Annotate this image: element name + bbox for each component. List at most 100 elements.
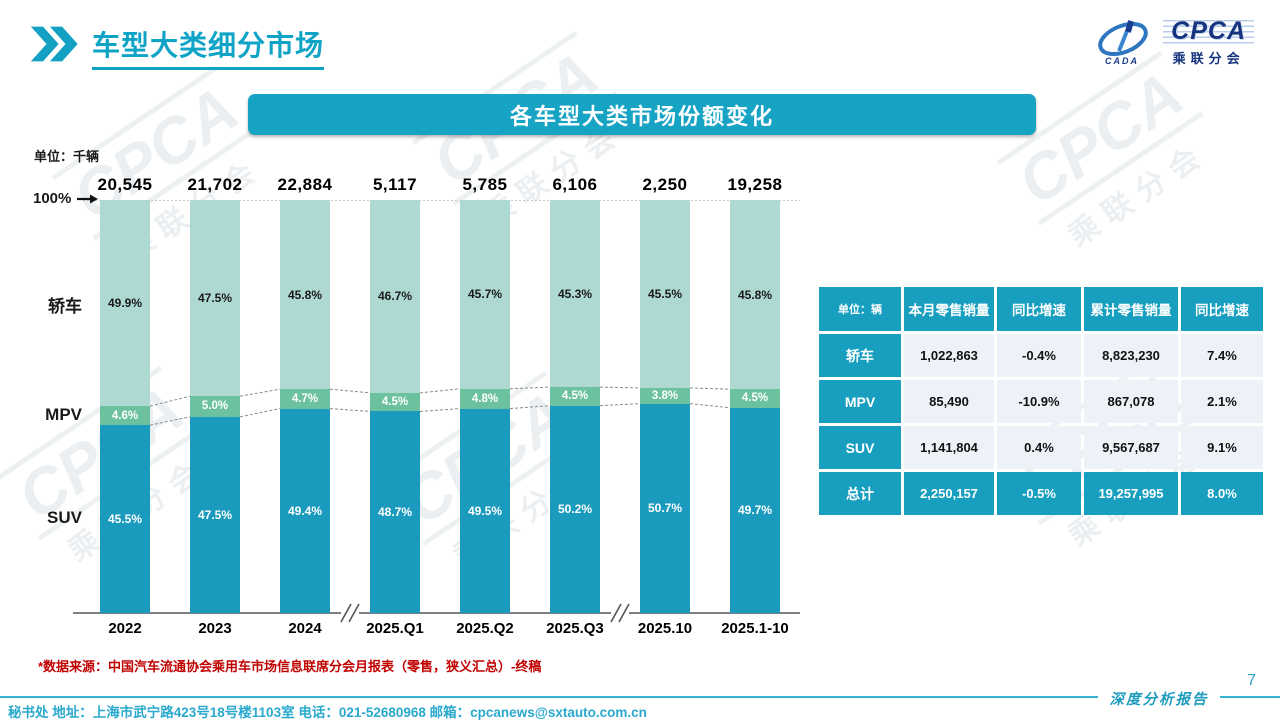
table-column-header: 本月零售销量 bbox=[904, 287, 994, 331]
bar-segment-mpv: 4.6% bbox=[100, 406, 150, 426]
cpca-logo-text: CPCA 乘联分会 bbox=[1163, 16, 1254, 67]
table-cell-value: 9,567,687 bbox=[1084, 426, 1178, 469]
segment-percent-label: 49.5% bbox=[467, 503, 503, 518]
segment-percent-label: 4.6% bbox=[111, 409, 139, 422]
table-cell-value: 1,141,804 bbox=[904, 426, 994, 469]
x-axis-label: 2022 bbox=[108, 620, 142, 637]
segment-percent-label: 4.5% bbox=[741, 392, 769, 405]
bar-segment-suv: 50.7% bbox=[640, 403, 690, 613]
bar-segment-sedan: 45.3% bbox=[550, 200, 600, 388]
table-row: 总计 2,250,157 -0.5% 19,257,995 8.0% bbox=[819, 472, 1263, 515]
segment-percent-label: 45.3% bbox=[557, 286, 593, 301]
segment-percent-label: 45.8% bbox=[737, 287, 773, 302]
bar-segment-sedan: 45.8% bbox=[280, 200, 330, 390]
hundred-percent-label: 100% bbox=[33, 190, 99, 207]
segment-percent-label: 49.9% bbox=[107, 296, 143, 311]
segment-percent-label: 4.7% bbox=[291, 392, 319, 405]
bar-segment-suv: 49.7% bbox=[730, 407, 780, 613]
segment-percent-label: 45.7% bbox=[467, 287, 503, 302]
bar-segment-suv: 49.4% bbox=[280, 408, 330, 613]
stacked-bar: 45.3% 4.5% 50.2% bbox=[550, 200, 600, 613]
header: 车型大类细分市场 bbox=[30, 24, 325, 70]
bar-segment-mpv: 3.8% bbox=[640, 387, 690, 404]
table-cell-value: 2.1% bbox=[1181, 380, 1263, 423]
table-row-label: SUV bbox=[819, 426, 901, 469]
x-axis-label: 2025.Q1 bbox=[366, 620, 424, 637]
stacked-bar: 45.5% 3.8% 50.7% bbox=[640, 200, 690, 613]
category-label-sedan: 轿车 bbox=[48, 297, 82, 317]
bar-total-value: 22,884 bbox=[277, 175, 333, 194]
table-cell-value: 9.1% bbox=[1181, 426, 1263, 469]
table-column-header: 同比增速 bbox=[997, 287, 1081, 331]
bar-segment-mpv: 4.8% bbox=[460, 388, 510, 409]
x-axis-label: 2023 bbox=[198, 620, 232, 637]
bar-segment-mpv: 4.7% bbox=[280, 389, 330, 409]
bar-segment-suv: 48.7% bbox=[370, 411, 420, 613]
segment-percent-label: 45.8% bbox=[287, 287, 323, 302]
table-cell-value: 7.4% bbox=[1181, 334, 1263, 377]
chart-title-banner: 各车型大类市场份额变化 bbox=[248, 94, 1036, 135]
x-axis-label: 2025.Q3 bbox=[546, 620, 604, 637]
segment-percent-label: 49.4% bbox=[287, 503, 323, 518]
unit-label: 单位：千辆 bbox=[34, 149, 100, 164]
category-label-suv: SUV bbox=[47, 508, 82, 528]
bar-total-value: 20,545 bbox=[97, 175, 153, 194]
bar-total-value: 6,106 bbox=[552, 175, 598, 194]
bar-segment-sedan: 45.5% bbox=[640, 200, 690, 388]
bar-segment-sedan: 46.7% bbox=[370, 200, 420, 393]
x-axis-label: 2025.Q2 bbox=[456, 620, 514, 637]
data-source-note: *数据来源：中国汽车流通协会乘用车市场信息联席分会月报表（零售，狭义汇总）-终稿 bbox=[38, 659, 542, 674]
table-cell-value: 19,257,995 bbox=[1084, 472, 1178, 515]
bar-segment-sedan: 45.8% bbox=[730, 200, 780, 390]
bar-total-value: 21,702 bbox=[187, 175, 243, 194]
segment-percent-label: 47.5% bbox=[197, 507, 233, 522]
stacked-bar-chart: 20,545 49.9% 4.6% 45.5% 2022 21,702 47.5% 5.0% 4… bbox=[73, 175, 800, 637]
x-axis-label: 2025.10 bbox=[637, 620, 693, 637]
table-column-header: 同比增速 bbox=[1181, 287, 1263, 331]
table-cell-value: -0.4% bbox=[997, 334, 1081, 377]
watermark-cpca-text: CPCA bbox=[996, 50, 1204, 226]
double-chevron-icon bbox=[30, 26, 78, 62]
table-cell-value: 8.0% bbox=[1181, 472, 1263, 515]
table-row-label: 总计 bbox=[819, 472, 901, 515]
segment-percent-label: 5.0% bbox=[201, 400, 229, 413]
segment-percent-label: 48.7% bbox=[377, 505, 413, 519]
bar-segment-suv: 50.2% bbox=[550, 405, 600, 613]
bar-segment-mpv: 4.5% bbox=[370, 392, 420, 412]
table-row: SUV 1,141,804 0.4% 9,567,687 9.1% bbox=[819, 426, 1263, 469]
bar-segment-suv: 49.5% bbox=[460, 408, 510, 613]
page-number: 7 bbox=[1247, 672, 1256, 689]
bar-total-value: 5,117 bbox=[372, 175, 418, 194]
segment-percent-label: 46.7% bbox=[377, 289, 413, 304]
bar-segment-mpv: 5.0% bbox=[190, 396, 240, 417]
cpca-swirl-icon: CADA bbox=[1098, 19, 1148, 66]
cpca-logo: CADA CPCA 乘联分会 bbox=[1095, 16, 1254, 67]
table-row-label: MPV bbox=[819, 380, 901, 423]
segment-percent-label: 4.5% bbox=[381, 396, 409, 409]
table-cell-value: -0.5% bbox=[997, 472, 1081, 515]
stacked-bar: 45.8% 4.5% 49.7% bbox=[730, 200, 780, 613]
chart-title: 各车型大类市场份额变化 bbox=[509, 103, 774, 129]
category-axis-labels: 轿车 MPV SUV bbox=[28, 200, 82, 613]
stacked-bar: 45.7% 4.8% 49.5% bbox=[460, 200, 510, 613]
segment-percent-label: 50.7% bbox=[647, 501, 683, 516]
segment-percent-label: 4.5% bbox=[561, 390, 589, 403]
bar-total-value: 19,258 bbox=[727, 175, 783, 194]
segment-percent-label: 3.8% bbox=[651, 389, 679, 402]
bar-total-value: 5,785 bbox=[462, 175, 508, 194]
footer-divider bbox=[0, 696, 1280, 698]
table-row: MPV 85,490 -10.9% 867,078 2.1% bbox=[819, 380, 1263, 423]
table-cell-value: -10.9% bbox=[997, 380, 1081, 423]
x-axis-label: 2025.1-10 bbox=[721, 620, 789, 637]
table-cell-value: 2,250,157 bbox=[904, 472, 994, 515]
cpca-chinese-name: 乘联分会 bbox=[1172, 51, 1245, 66]
svg-text:CADA: CADA bbox=[1105, 56, 1139, 66]
bar-segment-sedan: 45.7% bbox=[460, 200, 510, 389]
table-column-header: 累计零售销量 bbox=[1084, 287, 1178, 331]
contact-info: 秘书处 地址：上海市武宁路423号18号楼1103室 电话：021-526809… bbox=[8, 705, 647, 720]
segment-percent-label: 50.2% bbox=[557, 502, 593, 517]
table-cell-value: 1,022,863 bbox=[904, 334, 994, 377]
segment-percent-label: 47.5% bbox=[197, 291, 233, 306]
retail-sales-table: 单位：辆 本月零售销量 同比增速 累计零售销量 同比增速 轿车 1,022,863 -0.4%… bbox=[816, 284, 1266, 518]
